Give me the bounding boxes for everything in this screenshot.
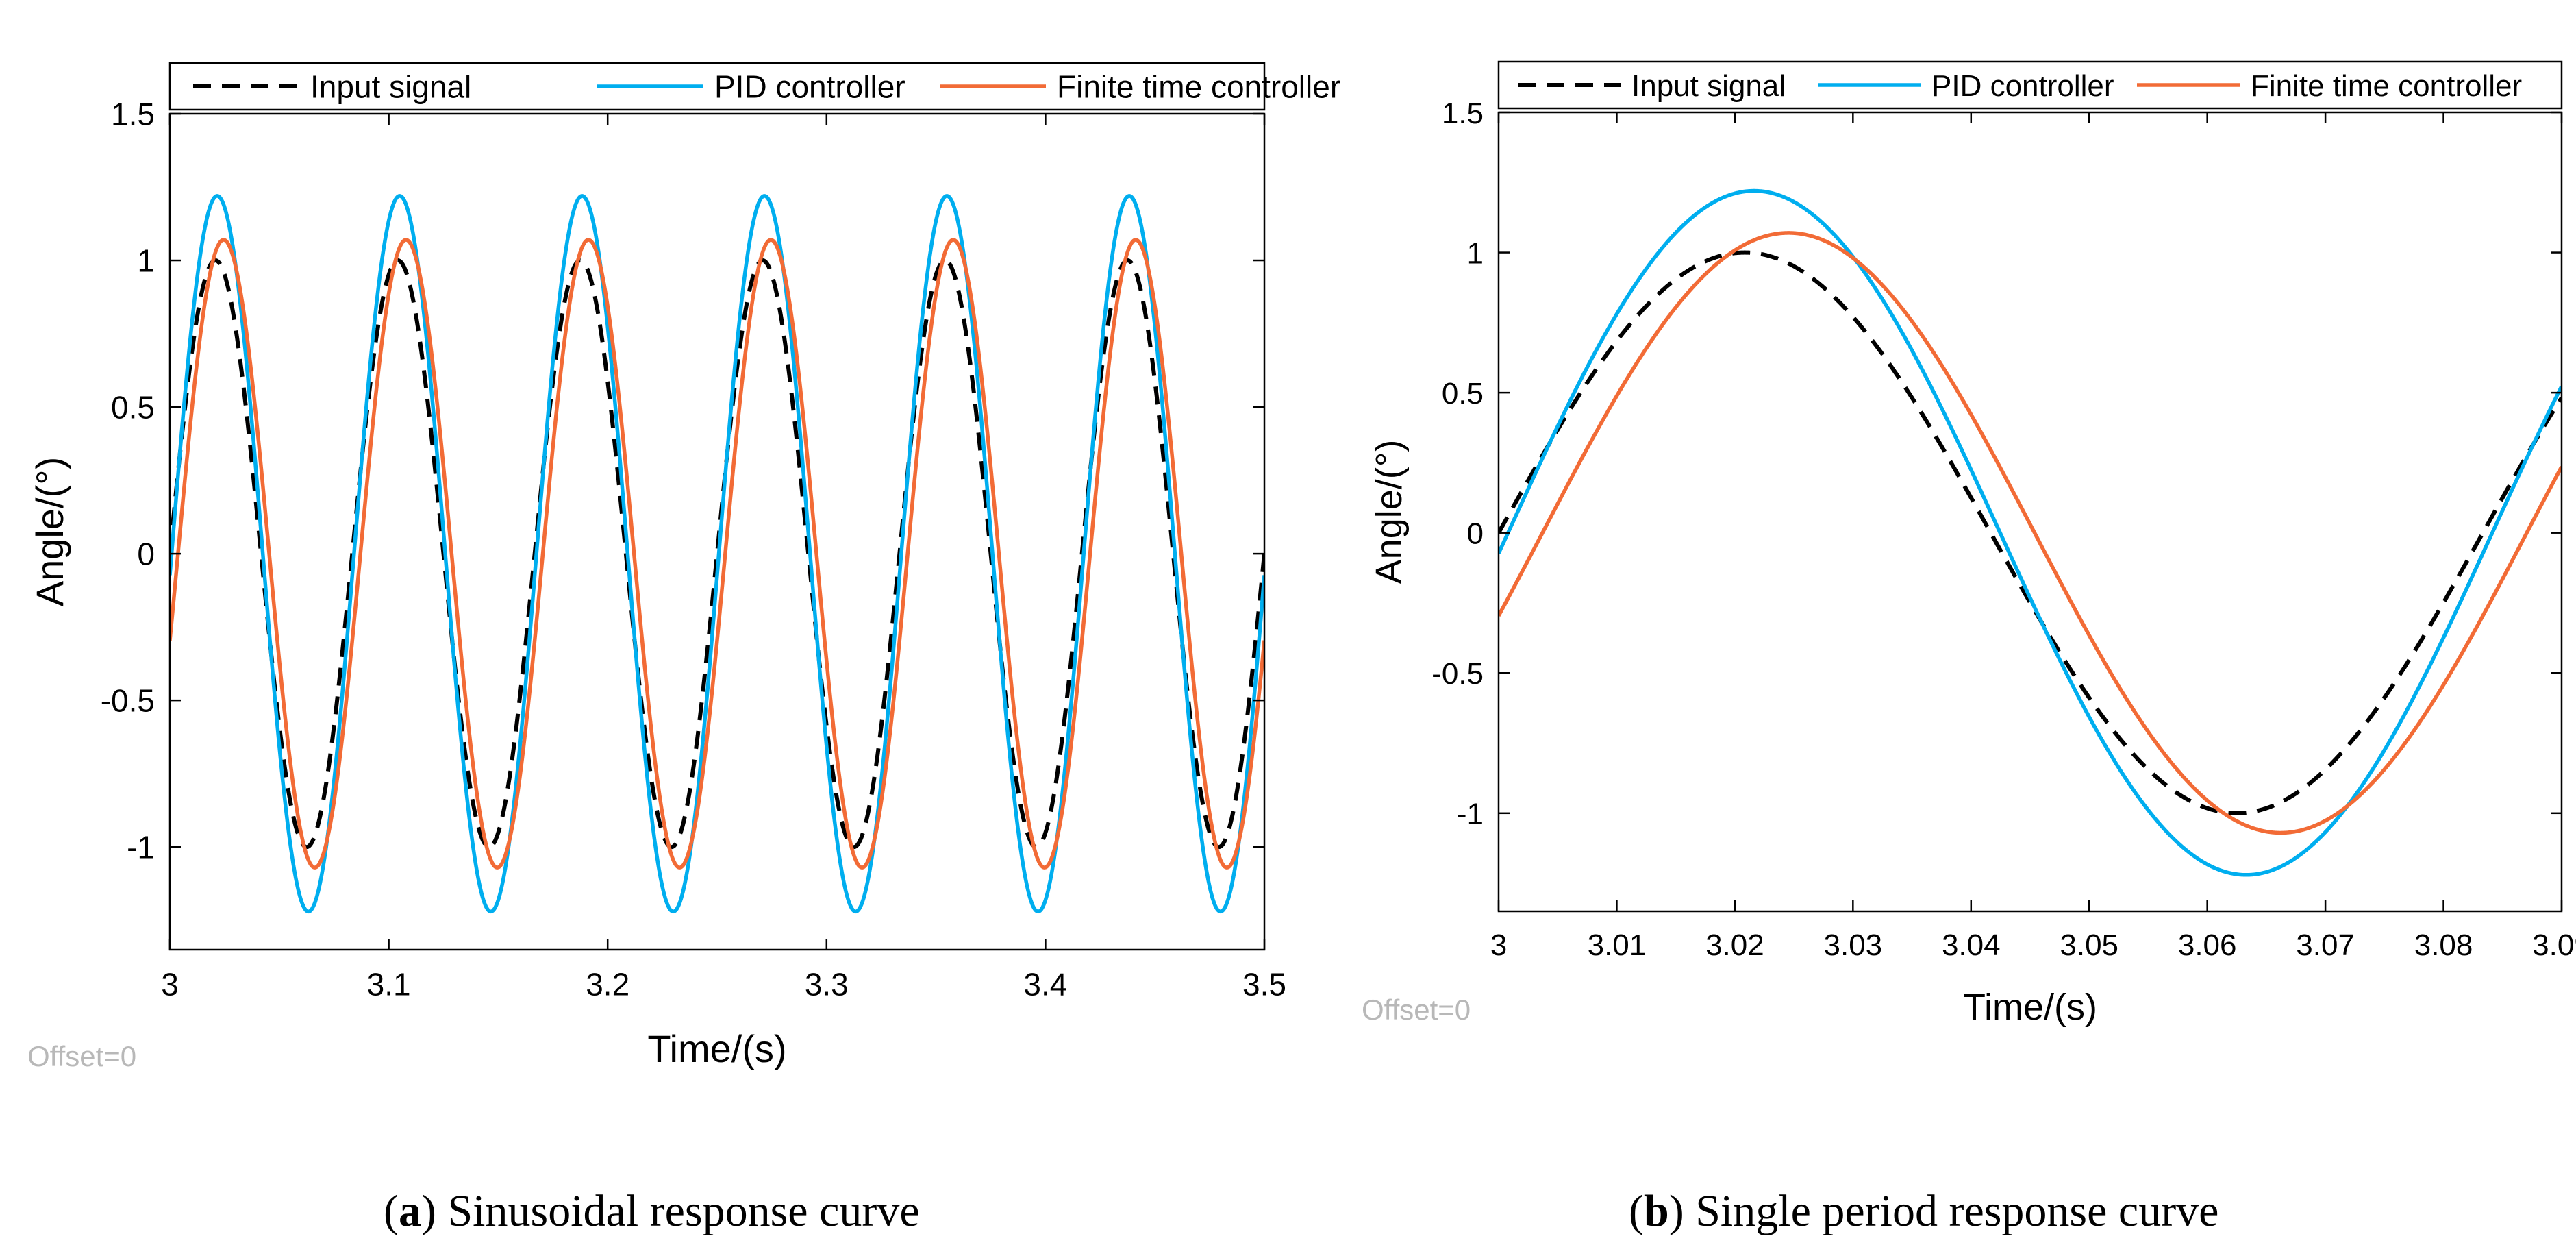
y-tick-label: 1	[137, 243, 155, 279]
y-tick-label: 0.5	[1442, 377, 1484, 410]
caption-b: (b) Single period response curve	[1629, 1186, 2219, 1236]
x-tick-label: 3.1	[367, 967, 411, 1002]
chart-a: -1 -0.5 0 0.5 1 1.5 3 3.1 3.2 3.3 3.4 3.5 Time/(s) An…	[27, 62, 1340, 1072]
x-tick-label: 3.08	[2414, 928, 2473, 962]
x-tick-label: 3.4	[1023, 967, 1067, 1002]
legend-box	[168, 62, 1266, 111]
x-tick-label: 3	[161, 967, 179, 1002]
x-tick-label: 3.06	[2178, 928, 2237, 962]
caption-b-letter: b	[1643, 1186, 1669, 1236]
x-tick-label: 3.2	[586, 967, 629, 1002]
y-tick-label: -0.5	[101, 683, 155, 719]
x-tick-label: 3.03	[1824, 928, 1883, 962]
y-axis-label: Angle/(°)	[28, 457, 71, 606]
y-tick-label: -0.5	[1431, 657, 1484, 691]
plot-area	[1499, 188, 2562, 877]
plot-area	[170, 194, 1264, 914]
x-axis-label: Time/(s)	[647, 1027, 786, 1070]
y-tick-label: 0.5	[111, 390, 155, 426]
caption-a-letter: a	[398, 1186, 421, 1236]
offset-label: Offset=0	[27, 1040, 136, 1072]
x-tick-label: 3.04	[1942, 928, 2001, 962]
x-axis-label: Time/(s)	[1963, 987, 2097, 1028]
caption-a: (a) Sinusoidal response curve	[384, 1186, 920, 1236]
series-line-2	[170, 238, 1264, 870]
series-line-1	[1499, 188, 2562, 877]
legend-label-0: Input signal	[310, 69, 471, 105]
caption-b-text: Single period response curve	[1695, 1186, 2219, 1236]
y-tick-label: -1	[127, 830, 155, 865]
legend-label-2: Finite time controller	[1057, 69, 1340, 105]
y-tick-label: 1	[1467, 236, 1484, 270]
legend-label-1: PID controller	[714, 69, 905, 105]
y-tick-label: 0	[137, 536, 155, 572]
y-axis-label: Angle/(°)	[1368, 440, 1410, 584]
axes-box	[1497, 111, 2563, 913]
x-tick-label: 3.09	[2532, 928, 2576, 962]
offset-label: Offset=0	[1362, 994, 1471, 1026]
x-tick-label: 3.01	[1588, 928, 1647, 962]
legend-label-2: Finite time controller	[2251, 69, 2522, 103]
legend-label-1: PID controller	[1931, 69, 2114, 103]
x-tick-label: 3.3	[805, 967, 849, 1002]
chart-b: -1 -0.5 0 0.5 1 1.5 3 3.01 3.02 3.03 3.04 3.05 3.06 3…	[1362, 60, 2576, 1028]
x-tick-label: 3.05	[2060, 928, 2118, 962]
x-tick-label: 3.07	[2296, 928, 2355, 962]
x-tick-label: 3.5	[1242, 967, 1286, 1002]
y-tick-label: -1	[1457, 798, 1484, 831]
y-tick-label: 1.5	[111, 97, 155, 132]
legend-label-0: Input signal	[1631, 69, 1786, 103]
series-line-1	[170, 194, 1264, 914]
x-tick-label: 3	[1490, 928, 1507, 962]
series-line-0	[1499, 250, 2562, 815]
y-tick-label: 0	[1467, 517, 1484, 551]
legend-box	[1497, 60, 2563, 110]
y-tick-label: 1.5	[1442, 97, 1484, 130]
series-line-2	[1499, 231, 2562, 835]
x-tick-label: 3.02	[1705, 928, 1764, 962]
caption-a-text: Sinusoidal response curve	[447, 1186, 920, 1236]
axes-box	[168, 112, 1266, 951]
